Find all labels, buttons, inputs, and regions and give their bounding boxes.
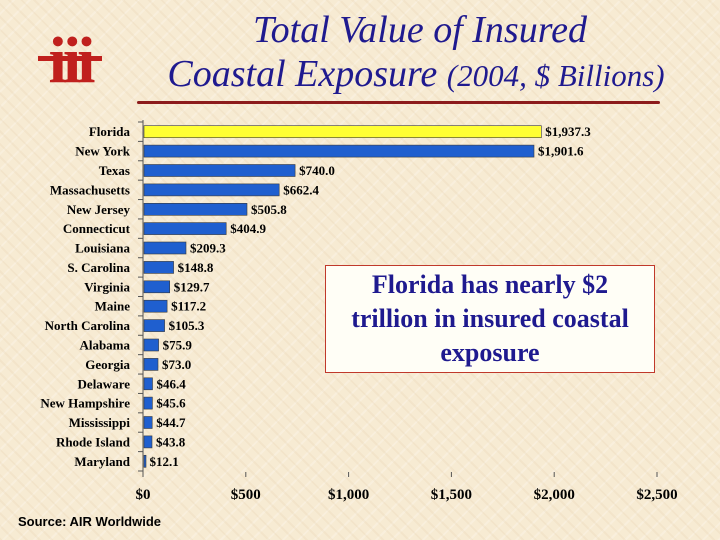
- title-line-1: Total Value of Insured: [253, 9, 587, 51]
- x-tick-label: $0: [136, 487, 151, 503]
- data-label: $662.4: [283, 182, 319, 197]
- bar: [143, 358, 159, 371]
- category-label: Rhode Island: [56, 434, 131, 449]
- data-label: $117.2: [171, 299, 206, 314]
- category-label: Georgia: [85, 357, 130, 372]
- data-label: $1,901.6: [538, 144, 584, 159]
- title-line-2-paren: (2004, $ Billions): [446, 58, 665, 93]
- iii-logo: iii: [38, 30, 102, 92]
- data-label: $148.8: [178, 260, 214, 275]
- bar: [143, 377, 153, 391]
- bar: [143, 203, 248, 216]
- data-label: $12.1: [150, 454, 179, 469]
- x-tick-label: $1,000: [328, 487, 369, 503]
- x-tick-label: $500: [231, 487, 261, 503]
- data-label: $505.8: [251, 202, 287, 217]
- bar: [143, 299, 168, 313]
- data-label: $1,937.3: [545, 124, 591, 139]
- data-label: $43.8: [156, 434, 186, 449]
- category-label: New Hampshire: [40, 396, 130, 411]
- data-label: $404.9: [230, 221, 266, 236]
- bar: [143, 319, 165, 332]
- category-label: Virginia: [84, 279, 130, 294]
- category-label: New York: [75, 144, 131, 159]
- bar: [143, 164, 296, 177]
- category-label: S. Carolina: [67, 260, 130, 275]
- slide-title: Total Value of Insured Coastal Exposure …: [120, 8, 720, 98]
- data-label: $105.3: [169, 318, 205, 333]
- bar: [143, 416, 153, 429]
- bar: [143, 144, 535, 158]
- data-label: $209.3: [190, 241, 226, 256]
- category-label: Delaware: [78, 376, 131, 391]
- x-tick-label: $2,500: [636, 487, 677, 503]
- bar: [143, 338, 159, 352]
- source-note: Source: AIR Worldwide: [18, 514, 162, 529]
- title-line-2: Coastal Exposure (2004, $ Billions): [116, 52, 716, 98]
- category-label: Maine: [95, 299, 131, 314]
- category-label: Florida: [89, 124, 131, 139]
- bar: [143, 183, 280, 197]
- category-label: Louisiana: [75, 241, 130, 256]
- callout-text: Florida has nearly $2 trillion in insure…: [351, 270, 629, 367]
- data-label: $44.7: [156, 415, 186, 430]
- category-label: New Jersey: [67, 202, 131, 217]
- category-label: Massachusetts: [50, 182, 130, 197]
- callout-box: Florida has nearly $2 trillion in insure…: [325, 265, 655, 373]
- x-tick-label: $1,500: [431, 487, 472, 503]
- bar: [143, 280, 171, 294]
- category-label: Maryland: [74, 454, 130, 469]
- x-tick-label: $2,000: [534, 487, 575, 503]
- bar: [143, 435, 153, 449]
- category-label: Mississippi: [69, 415, 131, 430]
- data-label: $46.4: [157, 376, 187, 391]
- bar: [143, 125, 542, 138]
- category-label: North Carolina: [45, 318, 131, 333]
- data-label: $129.7: [174, 279, 210, 294]
- bar: [143, 396, 153, 410]
- data-label: $45.6: [156, 396, 186, 411]
- bar: [143, 454, 147, 468]
- data-label: $73.0: [162, 357, 191, 372]
- data-label: $75.9: [163, 338, 193, 353]
- category-label: Alabama: [79, 338, 130, 353]
- bar: [143, 241, 187, 255]
- category-label: Texas: [99, 163, 130, 178]
- title-underline: [137, 101, 660, 104]
- category-label: Connecticut: [63, 221, 131, 236]
- data-label: $740.0: [299, 163, 335, 178]
- bar: [143, 222, 227, 235]
- title-line-2-main: Coastal Exposure: [167, 53, 447, 95]
- bar: [143, 261, 174, 274]
